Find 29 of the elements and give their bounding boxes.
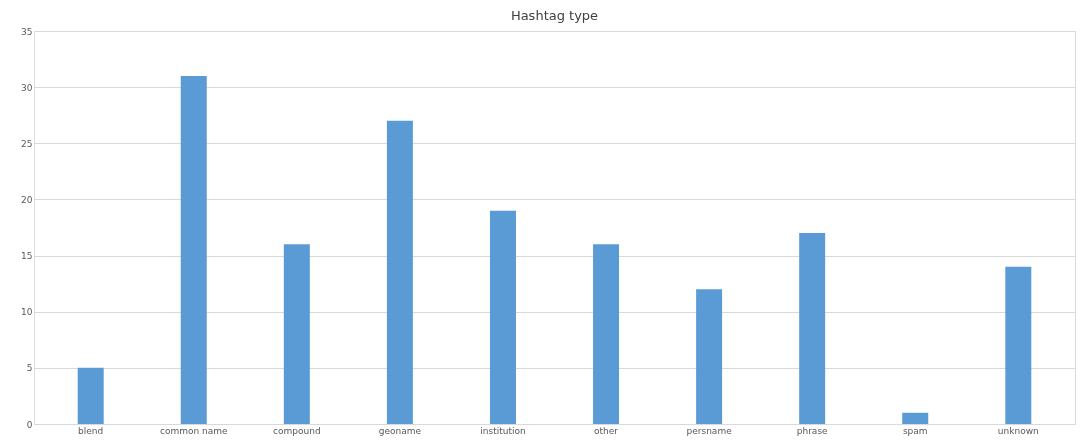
y-tick-label: 15: [21, 251, 33, 262]
bar: [77, 367, 104, 424]
y-tick-label: 20: [21, 194, 33, 205]
chart-title: Hashtag type: [510, 8, 599, 23]
y-tick-label: 0: [26, 419, 33, 430]
x-tick-label: other: [594, 425, 619, 436]
x-tick-label: persname: [686, 425, 733, 436]
y-tick-label: 10: [21, 307, 33, 318]
x-tick-label: institution: [480, 425, 526, 436]
x-tick-label: spam: [902, 425, 928, 436]
bar: [799, 233, 826, 424]
bar: [696, 289, 723, 424]
bar: [283, 244, 310, 424]
bar: [593, 244, 620, 424]
y-tick-label: 25: [21, 138, 33, 149]
y-tick-label: 35: [21, 26, 33, 37]
bar: [489, 210, 516, 424]
bar: [1005, 266, 1032, 424]
bar: [180, 75, 207, 424]
x-tick-label: unknown: [997, 425, 1039, 436]
y-tick-label: 30: [21, 82, 33, 93]
x-tick-label: phrase: [796, 425, 829, 436]
x-tick-label: geoname: [378, 425, 422, 436]
y-tick-label: 5: [26, 363, 33, 374]
bar: [902, 412, 929, 424]
x-tick-label: compound: [273, 425, 321, 436]
bar: [386, 120, 413, 424]
x-tick-label: common name: [159, 425, 229, 436]
x-tick-label: blend: [78, 425, 104, 436]
